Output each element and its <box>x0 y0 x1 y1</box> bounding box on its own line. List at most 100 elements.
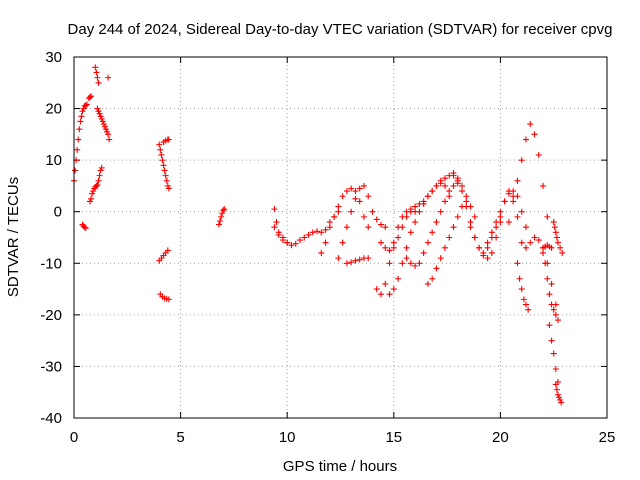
data-point <box>540 249 547 256</box>
data-point <box>77 118 84 125</box>
data-point <box>416 208 423 215</box>
data-point <box>518 157 525 164</box>
data-point <box>433 182 440 189</box>
data-point <box>279 237 286 244</box>
data-point <box>101 123 108 130</box>
data-point <box>369 208 376 215</box>
data-point <box>95 79 102 86</box>
data-point <box>288 242 295 249</box>
data-point <box>94 181 101 188</box>
data-point <box>505 190 512 197</box>
series-arc-d <box>86 164 105 205</box>
data-point <box>480 252 487 259</box>
data-point <box>459 188 466 195</box>
series-arc-aa <box>514 260 532 313</box>
series-arc-f <box>94 105 113 143</box>
data-point <box>343 188 350 195</box>
data-point <box>343 260 350 267</box>
data-point <box>531 131 538 138</box>
data-point <box>309 229 316 236</box>
data-point <box>437 180 444 187</box>
data-point <box>335 208 342 215</box>
data-point <box>158 151 165 158</box>
data-point <box>552 381 559 388</box>
data-point <box>552 229 559 236</box>
data-point <box>352 188 359 195</box>
data-point <box>301 234 308 241</box>
data-point <box>459 182 466 189</box>
data-point <box>352 195 359 202</box>
data-point <box>556 394 563 401</box>
series-arc-r <box>373 206 419 298</box>
data-point <box>373 286 380 293</box>
data-point <box>527 121 534 128</box>
data-point <box>105 74 112 81</box>
data-point <box>488 229 495 236</box>
series-arc-ae <box>552 381 565 406</box>
data-point <box>360 213 367 220</box>
data-point <box>382 244 389 251</box>
data-point <box>273 219 280 226</box>
data-point <box>514 177 521 184</box>
series-arc-y <box>484 188 529 246</box>
series-arc-ac <box>540 249 561 324</box>
data-point <box>390 286 397 293</box>
data-point <box>339 193 346 200</box>
data-point <box>429 229 436 236</box>
data-point <box>546 291 553 298</box>
data-point <box>106 136 113 143</box>
data-point <box>395 275 402 282</box>
data-point <box>81 224 88 231</box>
data-point <box>322 239 329 246</box>
data-point <box>548 280 555 287</box>
data-point <box>217 217 224 224</box>
data-point <box>165 136 172 143</box>
data-point <box>97 113 104 120</box>
data-point <box>522 224 529 231</box>
data-point <box>454 177 461 184</box>
data-point <box>378 221 385 228</box>
x-tick-label: 15 <box>385 429 402 446</box>
data-point <box>386 260 393 267</box>
series-arc-o <box>318 185 372 256</box>
data-point <box>441 175 448 182</box>
data-point <box>488 249 495 256</box>
y-tick-label: 10 <box>45 152 62 169</box>
data-point <box>551 224 558 231</box>
data-point <box>514 260 521 267</box>
series-arc-e <box>92 64 102 86</box>
data-point <box>399 224 406 231</box>
data-point <box>373 216 380 223</box>
data-point <box>164 182 171 189</box>
data-point <box>271 224 278 231</box>
data-point <box>348 208 355 215</box>
data-point <box>518 239 525 246</box>
data-point <box>104 128 111 135</box>
data-point <box>79 108 86 115</box>
data-point <box>516 275 523 282</box>
data-point <box>83 101 90 108</box>
data-point <box>365 193 372 200</box>
data-point <box>550 219 557 226</box>
data-point <box>505 219 512 226</box>
data-point <box>441 244 448 251</box>
data-point <box>331 213 338 220</box>
data-point <box>446 234 453 241</box>
y-tick-label: 0 <box>54 204 62 221</box>
data-point <box>484 255 491 262</box>
data-point <box>446 188 453 195</box>
data-point <box>454 213 461 220</box>
series-arc-j <box>156 247 171 264</box>
data-point <box>437 208 444 215</box>
data-point <box>420 198 427 205</box>
data-point <box>484 239 491 246</box>
series-arc-ag <box>540 242 555 251</box>
data-point <box>365 224 372 231</box>
data-point <box>550 306 557 313</box>
data-point <box>219 210 226 217</box>
data-point <box>348 259 355 266</box>
data-point <box>554 391 561 398</box>
data-point <box>514 193 521 200</box>
data-point <box>284 239 291 246</box>
